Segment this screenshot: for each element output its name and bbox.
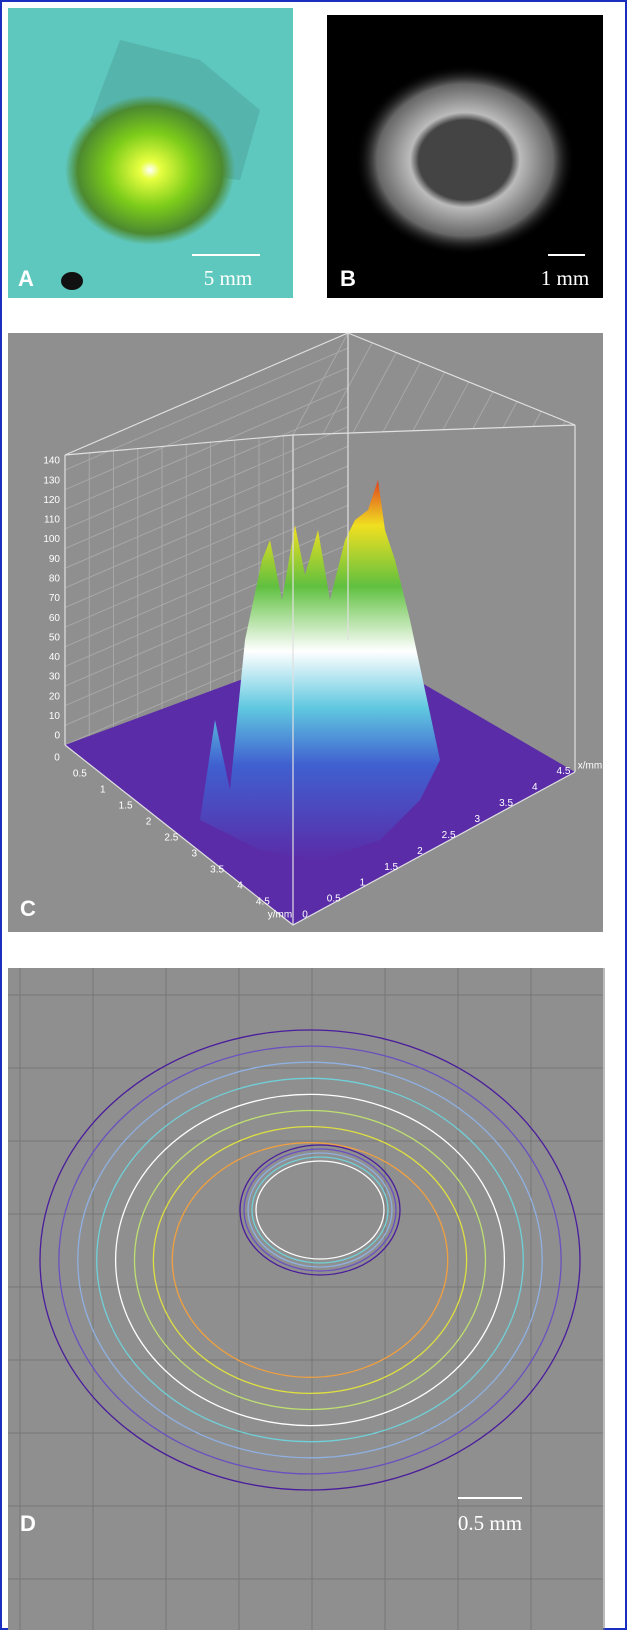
grid-line [502,401,518,428]
surface [200,480,440,860]
z-tick-label: 70 [49,593,61,604]
grid-line [64,524,349,648]
x-tick-label: 1.5 [384,862,398,873]
z-tick-label: 10 [49,711,61,722]
z-tick-label: 140 [43,456,60,467]
panel-label: A [18,266,34,291]
grid-line [292,332,349,436]
axes-box [64,332,576,926]
z-tick-label: 120 [43,495,60,506]
contour [247,1152,393,1268]
y-tick-label: 0 [54,753,60,764]
z-tick-label: 90 [49,554,61,565]
z-tick-label: 40 [49,652,61,663]
z-tick-label: 30 [49,672,61,683]
scale-label: 0.5 mm [458,1511,522,1535]
x-tick-label: 3.5 [499,798,513,809]
y-tick-label: 2 [146,816,152,827]
contour [243,1148,397,1272]
grid-line [352,352,397,434]
y-tick-label: 4 [237,880,243,891]
grid-line [442,381,470,430]
grid-line [64,485,349,608]
grid-line [412,371,446,431]
x-tick-label: 4 [532,782,538,793]
contour [133,1109,487,1411]
contour [114,1093,506,1427]
z-tick-label: 0 [54,731,60,742]
grid-line [64,386,349,510]
contour [96,1077,524,1443]
contour [39,1029,581,1491]
z-tick-label: 20 [49,691,61,702]
contour [239,1144,401,1276]
y-tick-label: 2.5 [164,832,178,843]
grid-line [64,445,349,569]
z-tick-label: 130 [43,475,60,486]
panel-label: D [20,1511,36,1536]
x-tick-label: 4.5 [557,766,571,777]
grid-line [64,367,349,491]
contour [58,1045,562,1475]
grid-line [532,411,542,427]
y-tick-label: 1.5 [119,801,133,812]
contour [152,1125,468,1395]
photo-spot [65,95,235,245]
grid-line [64,347,349,471]
x-tick-label: 3 [475,814,481,825]
z-tick-label: 80 [49,574,61,585]
grid-line [64,426,349,550]
grid-line [64,406,349,530]
scale-label: 5 mm [204,266,252,290]
axis-title: x/mm [578,761,602,772]
x-tick-label: 1 [360,878,366,889]
y-tick-label: 3.5 [210,864,224,875]
panel-label: B [340,266,356,291]
axis-title: y/mm [268,910,292,921]
z-tick-label: 60 [49,613,61,624]
contour [255,1160,385,1260]
grid-line [562,420,566,426]
photo-ring [355,65,575,255]
x-tick-label: 0.5 [327,894,341,905]
y-tick-label: 3 [191,848,197,859]
z-tick-label: 110 [44,515,60,526]
scale-label: 1 mm [541,266,589,290]
y-tick-label: 1 [100,785,106,796]
x-tick-label: 2 [417,846,423,857]
x-tick-label: 2.5 [442,830,456,841]
z-tick-label: 100 [43,534,60,545]
contour [77,1061,543,1459]
contour [251,1156,389,1264]
grid-line [472,391,494,429]
x-tick-label: 0 [302,910,308,921]
panel-label: C [20,896,36,921]
photo-spot [61,272,83,290]
z-tick-label: 50 [49,632,61,643]
y-tick-label: 0.5 [73,769,87,780]
contour [171,1142,449,1378]
grid-line [64,504,349,628]
grid-line [64,465,349,589]
y-tick-label: 4.5 [256,896,270,907]
grid-line [382,362,421,433]
contours [39,1029,581,1491]
